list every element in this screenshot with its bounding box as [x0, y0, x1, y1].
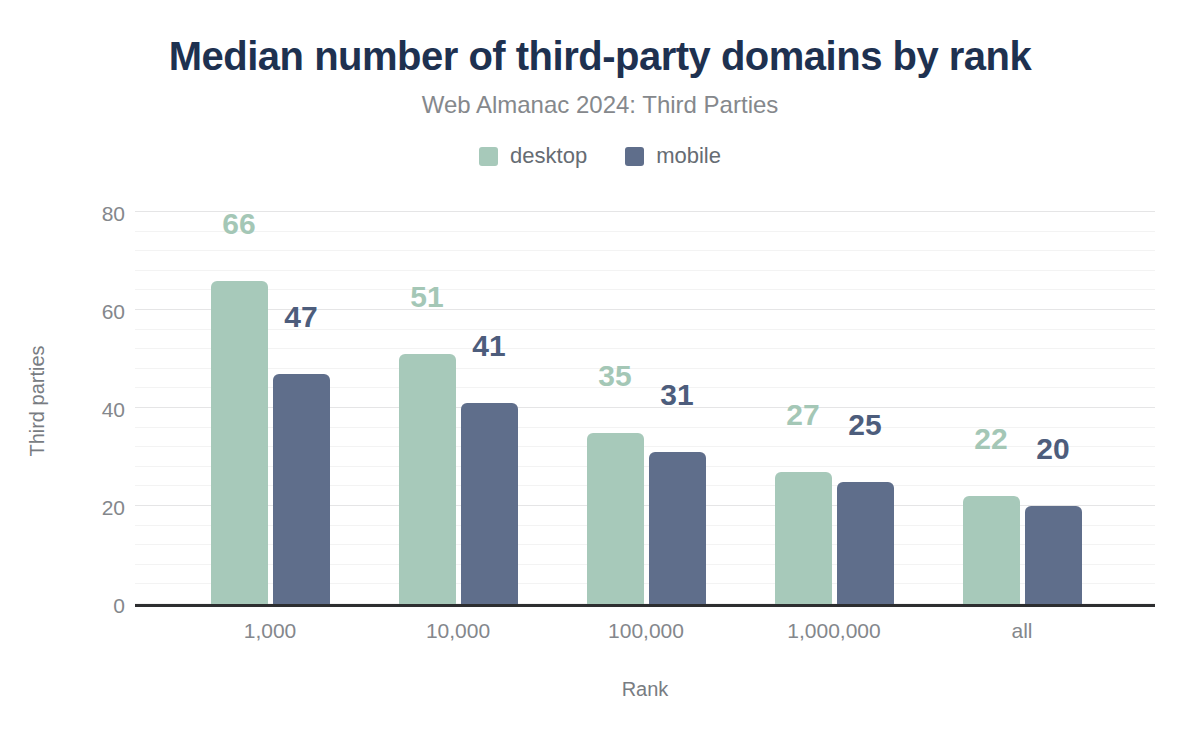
gridline-y-80 — [135, 211, 1155, 212]
desktop-value-label-10,000: 51 — [382, 280, 472, 314]
x-axis-title: Rank — [135, 678, 1155, 701]
legend-label-desktop: desktop — [510, 143, 587, 169]
chart-subtitle: Web Almanac 2024: Third Parties — [0, 91, 1200, 119]
mobile-bar-100,000 — [649, 452, 706, 604]
chart-header: Median number of third-party domains by … — [0, 0, 1200, 169]
x-tick-label-1,000: 1,000 — [180, 619, 360, 643]
y-axis-title: Third parties — [26, 345, 49, 456]
y-tick-label-80: 80 — [65, 202, 125, 226]
desktop-bar-1,000,000 — [775, 472, 832, 604]
mobile-value-label-100,000: 31 — [632, 378, 722, 412]
chart-page: Median number of third-party domains by … — [0, 0, 1200, 742]
legend-item-desktop[interactable]: desktop — [479, 143, 587, 169]
legend-label-mobile: mobile — [656, 143, 721, 169]
legend-item-mobile[interactable]: mobile — [625, 143, 721, 169]
y-tick-label-60: 60 — [65, 300, 125, 324]
mobile-value-label-all: 20 — [1008, 432, 1098, 466]
x-tick-label-10,000: 10,000 — [368, 619, 548, 643]
desktop-bar-100,000 — [587, 433, 644, 605]
mobile-bar-1,000 — [273, 374, 330, 604]
desktop-bar-all — [963, 496, 1020, 604]
mobile-legend-swatch — [625, 147, 644, 166]
desktop-bar-10,000 — [399, 354, 456, 604]
x-tick-label-100,000: 100,000 — [556, 619, 736, 643]
mobile-bar-all — [1025, 506, 1082, 604]
plot-area: 66475141353127252220 — [135, 195, 1155, 607]
mobile-value-label-1,000: 47 — [256, 300, 346, 334]
desktop-value-label-1,000: 66 — [194, 207, 284, 241]
desktop-legend-swatch — [479, 147, 498, 166]
mobile-bar-10,000 — [461, 403, 518, 604]
y-tick-label-40: 40 — [65, 398, 125, 422]
chart-legend: desktop mobile — [0, 143, 1200, 169]
mobile-value-label-1,000,000: 25 — [820, 408, 910, 442]
mobile-value-label-10,000: 41 — [444, 329, 534, 363]
y-tick-label-20: 20 — [65, 496, 125, 520]
x-tick-label-1,000,000: 1,000,000 — [744, 619, 924, 643]
y-tick-label-0: 0 — [65, 594, 125, 618]
chart-title: Median number of third-party domains by … — [0, 34, 1200, 79]
mobile-bar-1,000,000 — [837, 482, 894, 605]
x-tick-label-all: all — [932, 619, 1112, 643]
